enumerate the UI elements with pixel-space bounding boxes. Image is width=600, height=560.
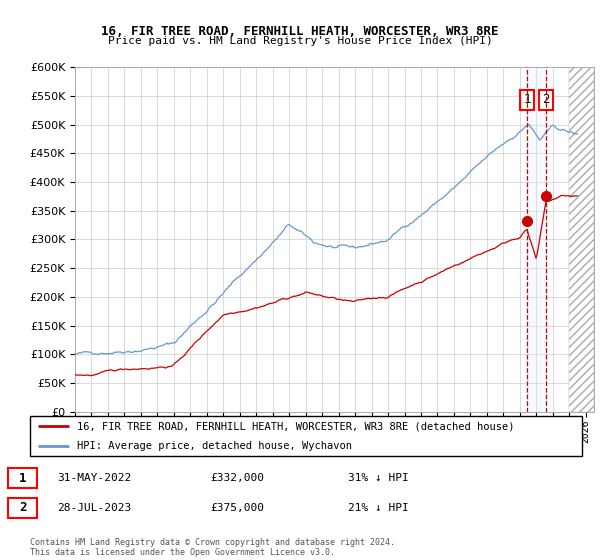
Text: Price paid vs. HM Land Registry's House Price Index (HPI): Price paid vs. HM Land Registry's House … [107, 36, 493, 46]
Text: 31% ↓ HPI: 31% ↓ HPI [348, 473, 409, 483]
Text: 1: 1 [19, 472, 26, 485]
Text: 31-MAY-2022: 31-MAY-2022 [57, 473, 131, 483]
FancyBboxPatch shape [30, 416, 582, 456]
Text: 16, FIR TREE ROAD, FERNHILL HEATH, WORCESTER, WR3 8RE: 16, FIR TREE ROAD, FERNHILL HEATH, WORCE… [101, 25, 499, 38]
Text: £375,000: £375,000 [210, 503, 264, 513]
Text: 16, FIR TREE ROAD, FERNHILL HEATH, WORCESTER, WR3 8RE (detached house): 16, FIR TREE ROAD, FERNHILL HEATH, WORCE… [77, 421, 514, 431]
Text: 1: 1 [523, 94, 530, 106]
Bar [527, 67, 546, 412]
Text: 28-JUL-2023: 28-JUL-2023 [57, 503, 131, 513]
Text: Contains HM Land Registry data © Crown copyright and database right 2024.
This d: Contains HM Land Registry data © Crown c… [30, 538, 395, 557]
Text: 2: 2 [19, 501, 26, 515]
Text: £332,000: £332,000 [210, 473, 264, 483]
Text: 2: 2 [542, 94, 550, 106]
Text: HPI: Average price, detached house, Wychavon: HPI: Average price, detached house, Wych… [77, 441, 352, 451]
Text: 21% ↓ HPI: 21% ↓ HPI [348, 503, 409, 513]
